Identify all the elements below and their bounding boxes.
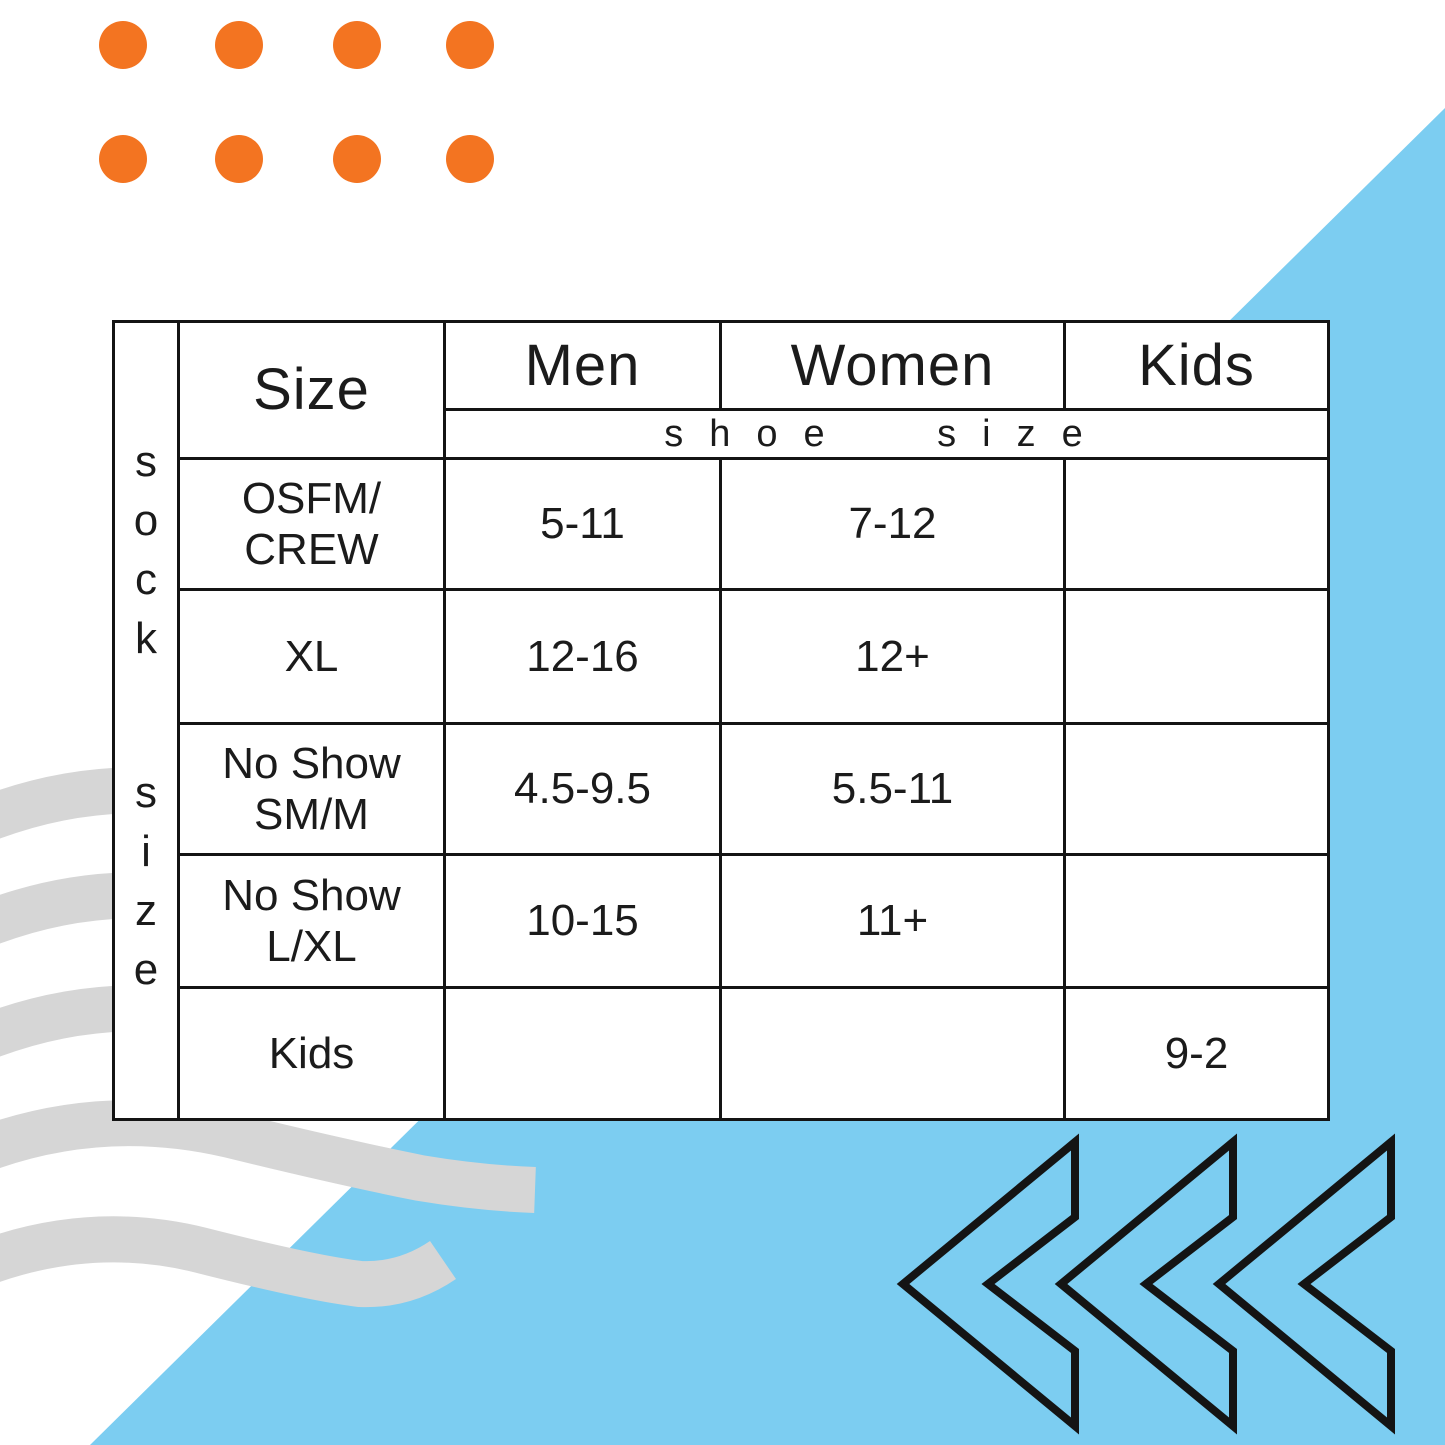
dot: [215, 21, 263, 69]
cell-kids-osfm: [1063, 457, 1327, 588]
chevron-left-icon: [1054, 1133, 1237, 1435]
column-header-men: Men: [443, 323, 719, 408]
dot: [333, 135, 381, 183]
cell-kids-noshow-smm: [1063, 722, 1327, 853]
cell-women-xl: 12+: [719, 588, 1063, 722]
column-header-women: Women: [719, 323, 1063, 408]
cell-size-osfm-crew: OSFM/ CREW: [177, 457, 443, 588]
cell-men-xl: 12-16: [443, 588, 719, 722]
dot: [99, 21, 147, 69]
cell-women-kids: [719, 986, 1063, 1118]
chevron-left-icon: [1212, 1133, 1395, 1435]
cell-men-osfm: 5-11: [443, 457, 719, 588]
wave-line: [0, 1100, 536, 1213]
cell-men-noshow-lxl: 10-15: [443, 853, 719, 986]
cell-women-noshow-lxl: 11+: [719, 853, 1063, 986]
chevron-left-icon: [896, 1133, 1079, 1435]
wave-line: [0, 1216, 456, 1308]
size-table: sock size Size Men Women Kids shoe size …: [112, 320, 1330, 1121]
cell-size-noshow-smm: No Show SM/M: [177, 722, 443, 853]
cell-women-noshow-smm: 5.5-11: [719, 722, 1063, 853]
cell-men-kids: [443, 986, 719, 1118]
cell-size-kids: Kids: [177, 986, 443, 1118]
cell-men-noshow-smm: 4.5-9.5: [443, 722, 719, 853]
vertical-label-sock-size: sock size: [115, 323, 177, 1118]
cell-size-noshow-lxl: No Show L/XL: [177, 853, 443, 986]
cell-kids-noshow-lxl: [1063, 853, 1327, 986]
dot-grid: [99, 21, 494, 183]
dot: [99, 135, 147, 183]
cell-kids-kids: 9-2: [1063, 986, 1327, 1118]
dot: [333, 21, 381, 69]
dot: [446, 21, 494, 69]
dot: [215, 135, 263, 183]
dot: [446, 135, 494, 183]
cell-kids-xl: [1063, 588, 1327, 722]
column-header-kids: Kids: [1063, 323, 1327, 408]
chevron-group: [896, 1133, 1395, 1435]
cell-women-osfm: 7-12: [719, 457, 1063, 588]
subheader-shoe-size: shoe size: [443, 408, 1327, 457]
column-header-size: Size: [177, 323, 443, 457]
cell-size-xl: XL: [177, 588, 443, 722]
